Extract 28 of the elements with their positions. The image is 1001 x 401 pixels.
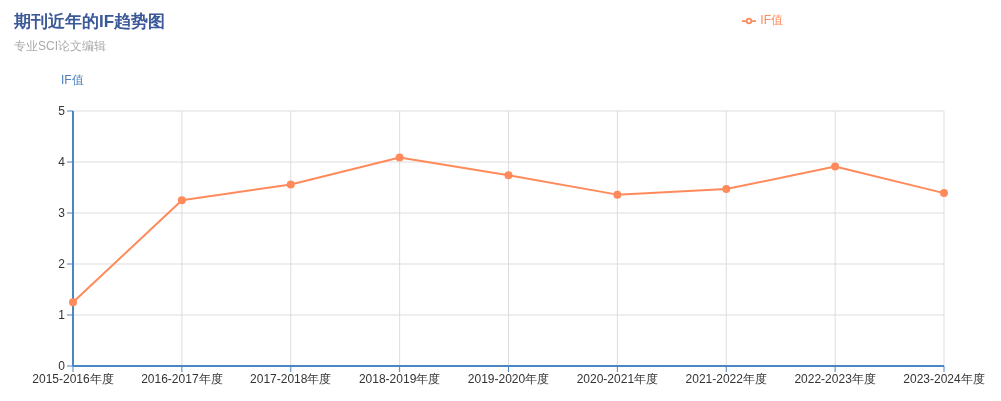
point (940, 189, 948, 198)
point (69, 298, 77, 307)
y-tick-label: 4 (58, 155, 66, 170)
y-tick-label: 1 (58, 308, 66, 323)
point (395, 153, 404, 162)
x-tick-label: 2023-2024年度 (903, 371, 985, 386)
point (613, 190, 622, 199)
point (177, 196, 186, 205)
y-tick-label: 2 (58, 257, 66, 272)
chart-subtitle: 专业SCI论文编辑 (14, 38, 107, 55)
x-tick-label: 2022-2023年度 (794, 371, 876, 386)
x-tick-label: 2017-2018年度 (250, 371, 332, 386)
legend-label: IF值 (760, 13, 783, 27)
y-tick-label: 3 (58, 206, 66, 221)
chart-title: 期刊近年的IF趋势图 (14, 11, 166, 33)
x-tick-label: 2018-2019年度 (358, 371, 441, 386)
x-tick-label: 2016-2017年度 (141, 371, 223, 386)
x-tick-label: 2015-2016年度 (32, 371, 114, 386)
point (722, 185, 731, 194)
y-tick-label: 0 (58, 359, 66, 374)
y-tick-label: 5 (58, 104, 66, 119)
point (286, 180, 295, 189)
point (831, 162, 840, 171)
y-axis-title: IF值 (61, 72, 84, 89)
x-tick-label: 2021-2022年度 (685, 371, 767, 386)
x-tick-label: 2019-2020年度 (467, 371, 550, 386)
x-tick-label: 2020-2021年度 (576, 371, 659, 386)
point (504, 171, 513, 180)
